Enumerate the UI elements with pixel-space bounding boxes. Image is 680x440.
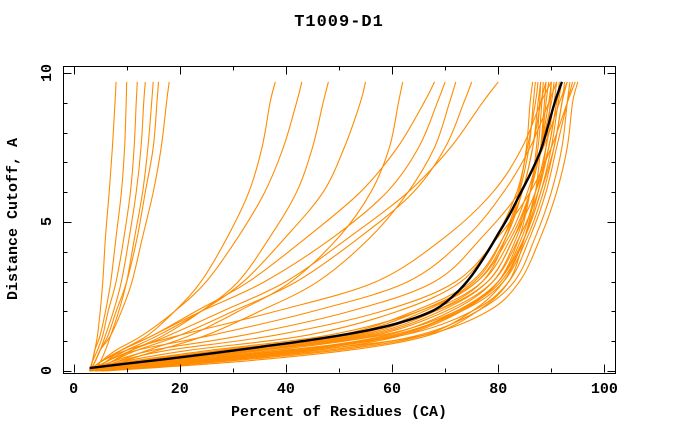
- model-curve: [89, 81, 303, 372]
- y-tick-label-text: 5: [38, 217, 56, 227]
- model-curve: [89, 81, 435, 372]
- model-curve: [94, 81, 558, 372]
- chart-title: T1009-D1: [294, 13, 384, 32]
- y-axis-title: Distance Cutoff, A: [2, 66, 24, 373]
- model-curve: [94, 81, 544, 372]
- model-curve: [94, 81, 154, 372]
- highlight-curve: [89, 81, 564, 370]
- model-curve: [94, 81, 404, 372]
- y-tick-label: 0: [38, 349, 56, 393]
- model-curve: [89, 81, 146, 372]
- x-tick-label: 0: [69, 381, 79, 398]
- model-curve: [89, 81, 552, 372]
- x-tick-label: 80: [489, 381, 508, 398]
- x-axis-title: Percent of Residues (CA): [230, 404, 448, 421]
- model-curve: [89, 81, 160, 372]
- y-tick-label: 5: [38, 200, 56, 244]
- model-curve: [100, 81, 571, 372]
- y-tick-label-text: 0: [38, 366, 56, 376]
- model-curve: [94, 81, 576, 372]
- model-curve: [94, 81, 550, 372]
- model-curve: [89, 81, 367, 372]
- model-curve: [99, 81, 457, 372]
- y-tick-label: 10: [38, 51, 56, 95]
- x-tick-label: 20: [170, 381, 189, 398]
- model-curve: [94, 81, 329, 372]
- model-curve: [89, 81, 574, 372]
- model-curve: [105, 81, 547, 372]
- model-curve: [89, 81, 568, 372]
- y-tick-label-text: 10: [38, 63, 56, 82]
- model-curve: [89, 81, 117, 372]
- model-curve: [94, 81, 473, 372]
- model-curve: [89, 81, 536, 372]
- model-curve: [100, 81, 552, 372]
- model-curve: [94, 81, 563, 372]
- x-tick-label: 60: [383, 381, 402, 398]
- model-curve: [89, 81, 560, 372]
- model-curve: [94, 81, 539, 372]
- x-tick-label: 40: [276, 381, 295, 398]
- model-curve: [94, 81, 276, 372]
- model-curve: [89, 81, 566, 372]
- y-axis-title-text: Distance Cutoff, A: [4, 138, 22, 301]
- model-curve: [89, 81, 138, 372]
- model-curve: [89, 81, 499, 372]
- model-curve: [89, 81, 534, 372]
- model-curve: [94, 81, 568, 372]
- x-tick-label: 100: [590, 381, 618, 398]
